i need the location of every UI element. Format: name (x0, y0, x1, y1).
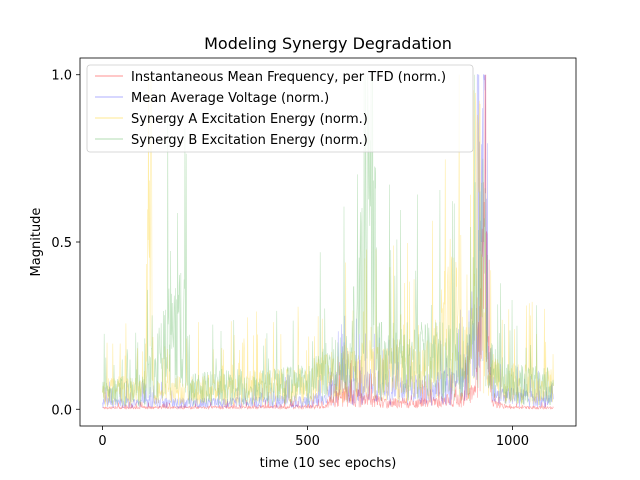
legend-label: Instantaneous Mean Frequency, per TFD (n… (131, 70, 446, 85)
y-tick-label: 1.0 (51, 69, 72, 84)
legend-box (86, 64, 474, 153)
y-tick-label: 0.0 (51, 403, 72, 418)
series-line-3 (102, 74, 554, 407)
plot-lines (102, 74, 554, 410)
x-axis-ticks: 0 500 1000 (98, 426, 529, 449)
x-tick-label: 0 (98, 434, 106, 449)
series-line-2 (102, 74, 554, 410)
legend-label: Mean Average Voltage (norm.) (131, 91, 329, 106)
y-axis-label: Magnitude (29, 208, 44, 277)
x-tick-label: 1000 (496, 434, 529, 449)
series-line-1 (102, 74, 554, 410)
legend-label: Synergy A Excitation Energy (norm.) (131, 112, 368, 127)
y-axis-ticks: 0.0 0.5 1.0 (51, 69, 80, 418)
legend-label: Synergy B Excitation Energy (norm.) (131, 133, 368, 148)
series-line-4 (102, 74, 554, 407)
chart-title: Modeling Synergy Degradation (204, 34, 452, 53)
legend: Instantaneous Mean Frequency, per TFD (n… (86, 64, 474, 153)
y-tick-label: 0.5 (51, 236, 72, 251)
x-axis-label: time (10 sec epochs) (260, 456, 397, 471)
x-tick-label: 500 (295, 434, 320, 449)
